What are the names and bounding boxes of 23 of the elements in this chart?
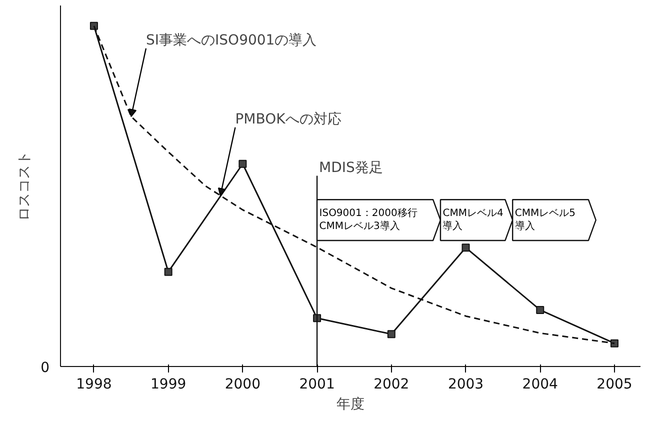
band-label: CMMレベル5 導入 [514,208,576,232]
x-tick-label: 2005 [596,376,632,392]
x-tick-label: 2001 [299,376,335,392]
band-label: ISO9001：2000移行 CMMレベル3導入 [319,206,418,232]
text: 0 [40,360,50,376]
point [462,244,470,252]
x-tick-label: 1999 [150,376,186,392]
x-tick-label: 2002 [374,376,410,392]
point [164,268,172,276]
x-tick-label: 1998 [76,376,112,392]
x-tick-label: 2004 [522,376,558,392]
point [387,330,396,338]
point [536,306,544,314]
x-tick-label: 2000 [224,376,261,392]
x-tick-label: 2003 [448,376,484,392]
point [238,160,247,168]
x-axis-title: 年度 [336,396,364,412]
y-axis-title: ロスコスト [16,151,33,221]
annotation: PMBOKへの対応 [235,111,342,128]
band-label: CMMレベル4 導入 [442,208,504,232]
point [610,339,618,348]
annotation: SI事業へのISO9001の導入 [146,32,317,48]
ref-line-label: MDIS発足 [319,160,383,176]
